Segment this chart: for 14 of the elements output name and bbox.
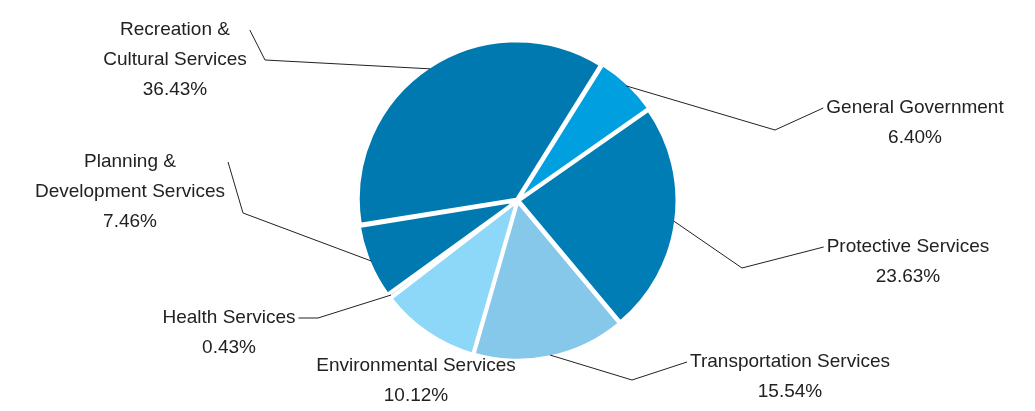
slice-label: Transportation Services <box>690 349 890 371</box>
slice-label: Environmental Services <box>316 353 516 375</box>
data-label: 23.63% <box>875 264 941 286</box>
slice-label: Recreation & Cultural Services <box>103 17 247 69</box>
data-label: 7.46% <box>103 209 158 231</box>
data-label: 36.43% <box>142 77 208 99</box>
slice-label: General Government <box>826 95 1005 117</box>
data-label: 0.43% <box>202 335 257 357</box>
slice-label: Protective Services <box>826 234 990 256</box>
data-label: 15.54% <box>757 379 823 401</box>
slice-label: Health Services <box>162 305 296 327</box>
data-label: 10.12% <box>383 383 449 405</box>
slice-label: Planning & Development Services <box>34 149 226 201</box>
data-label: 6.40% <box>888 125 943 147</box>
